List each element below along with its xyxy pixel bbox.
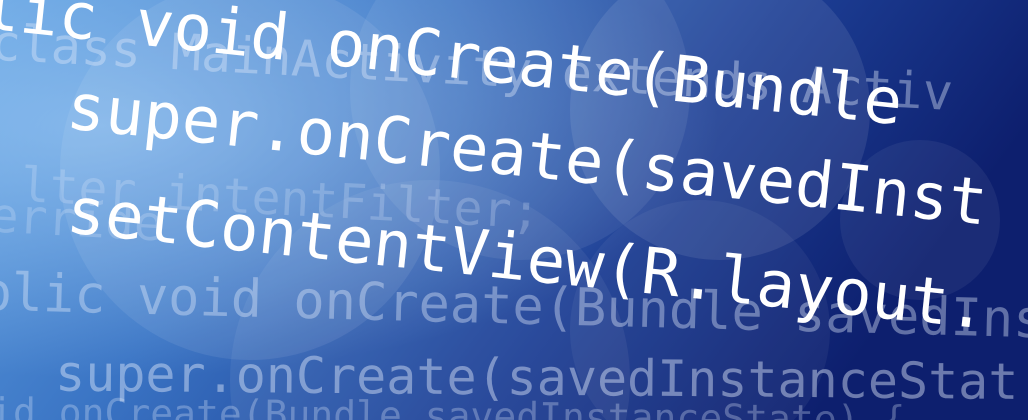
bokeh-circles [60, 0, 1000, 420]
code-line: super.onCreate(savedInstanceStat [55, 344, 1019, 410]
code-line: verride [0, 186, 164, 253]
